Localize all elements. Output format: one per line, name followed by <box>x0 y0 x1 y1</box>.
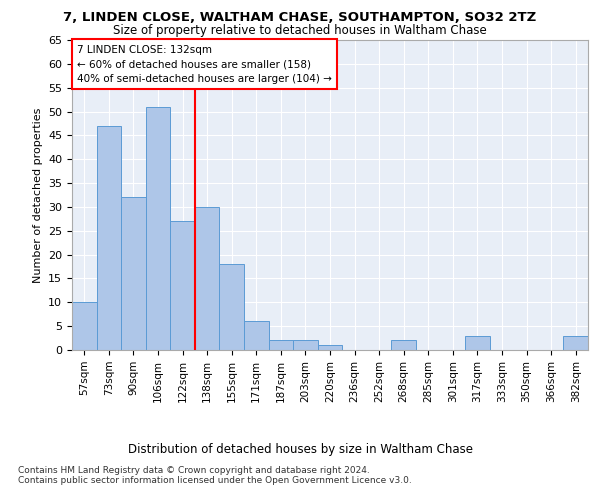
Bar <box>72 302 97 350</box>
Bar <box>146 107 170 350</box>
Text: Contains public sector information licensed under the Open Government Licence v3: Contains public sector information licen… <box>18 476 412 485</box>
Text: Distribution of detached houses by size in Waltham Chase: Distribution of detached houses by size … <box>128 442 473 456</box>
Bar <box>195 207 220 350</box>
Text: 7 LINDEN CLOSE: 132sqm
← 60% of detached houses are smaller (158)
40% of semi-de: 7 LINDEN CLOSE: 132sqm ← 60% of detached… <box>77 44 332 84</box>
Bar <box>269 340 293 350</box>
Bar <box>465 336 490 350</box>
Text: 7, LINDEN CLOSE, WALTHAM CHASE, SOUTHAMPTON, SO32 2TZ: 7, LINDEN CLOSE, WALTHAM CHASE, SOUTHAMP… <box>64 11 536 24</box>
Bar <box>220 264 244 350</box>
Bar <box>121 198 146 350</box>
Text: Contains HM Land Registry data © Crown copyright and database right 2024.: Contains HM Land Registry data © Crown c… <box>18 466 370 475</box>
Bar <box>244 322 269 350</box>
Bar <box>391 340 416 350</box>
Bar <box>563 336 588 350</box>
Bar <box>293 340 318 350</box>
Text: Size of property relative to detached houses in Waltham Chase: Size of property relative to detached ho… <box>113 24 487 37</box>
Bar <box>97 126 121 350</box>
Y-axis label: Number of detached properties: Number of detached properties <box>32 108 43 282</box>
Bar <box>318 345 342 350</box>
Bar <box>170 221 195 350</box>
